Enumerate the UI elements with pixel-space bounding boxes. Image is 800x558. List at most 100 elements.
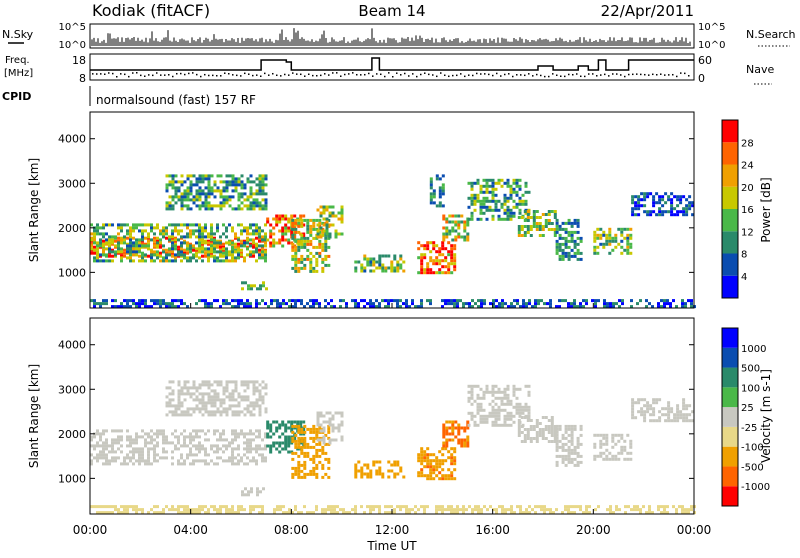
nave-point	[336, 72, 338, 74]
heatmap-cell	[420, 474, 424, 478]
heatmap-cell	[614, 239, 618, 243]
heatmap-cell	[231, 511, 234, 515]
heatmap-cell	[231, 505, 234, 509]
heatmap-cell	[186, 177, 190, 181]
heatmap-cell	[255, 244, 258, 248]
heatmap-cell	[561, 454, 565, 458]
heatmap-cell	[306, 221, 310, 225]
heatmap-cell	[183, 195, 187, 199]
heatmap-cell	[171, 398, 175, 402]
heatmap-cell	[168, 251, 171, 255]
heatmap-cell	[168, 247, 171, 251]
colorbar-swatch	[722, 466, 738, 487]
heatmap-cell	[186, 305, 189, 309]
heatmap-cell	[231, 226, 234, 230]
heatmap-cell	[447, 265, 451, 269]
heatmap-cell	[204, 404, 208, 408]
heatmap-cell	[417, 459, 421, 463]
heatmap-cell	[473, 199, 477, 203]
heatmap-cell	[387, 305, 390, 309]
nave-point	[520, 74, 522, 76]
heatmap-cell	[302, 223, 306, 227]
heatmap-cell	[135, 226, 138, 230]
heatmap-cell	[319, 235, 323, 239]
heatmap-cell	[264, 253, 267, 257]
heatmap-cell	[504, 508, 507, 512]
heatmap-cell	[477, 305, 480, 309]
heatmap-cell	[447, 477, 451, 481]
heatmap-cell	[198, 244, 201, 248]
heatmap-cell	[497, 217, 501, 221]
heatmap-cell	[219, 180, 223, 184]
heatmap-cell	[690, 302, 693, 306]
heatmap-cell	[524, 384, 528, 388]
heatmap-cell	[255, 299, 258, 303]
heatmap-cell	[138, 259, 141, 263]
heatmap-cell	[303, 445, 307, 449]
heatmap-cell	[466, 435, 470, 439]
heatmap-cell	[111, 238, 114, 242]
heatmap-cell	[482, 178, 486, 182]
heatmap-cell	[561, 236, 565, 240]
heatmap-cell	[231, 429, 234, 433]
heatmap-cell	[520, 440, 524, 443]
heatmap-cell	[255, 302, 258, 306]
heatmap-cell	[144, 253, 147, 257]
heatmap-cell	[479, 402, 483, 406]
nave-point	[268, 74, 270, 76]
heatmap-cell	[672, 505, 675, 509]
heatmap-cell	[573, 451, 577, 455]
velocity-colorbar-label: Velocity [m s-1]	[759, 369, 773, 463]
heatmap-cell	[337, 211, 341, 215]
heatmap-cell	[378, 266, 382, 270]
heatmap-cell	[330, 508, 333, 512]
heatmap-cell	[663, 305, 666, 309]
heatmap-cell	[195, 435, 198, 439]
heatmap-cell	[523, 210, 527, 213]
heatmap-cell	[141, 251, 144, 255]
heatmap-cell	[491, 393, 495, 397]
colorbar-tick-label: 500	[741, 364, 760, 375]
heatmap-cell	[180, 456, 183, 460]
heatmap-cell	[111, 241, 114, 245]
heatmap-cell	[240, 242, 243, 246]
heatmap-cell	[547, 219, 551, 222]
heatmap-cell	[510, 511, 513, 515]
heatmap-cell	[147, 459, 150, 463]
heatmap-cell	[177, 198, 181, 202]
heatmap-cell	[204, 223, 207, 227]
heatmap-cell	[476, 411, 480, 415]
heatmap-cell	[637, 195, 641, 199]
heatmap-cell	[488, 190, 492, 194]
heatmap-cell	[687, 511, 690, 515]
heatmap-cell	[261, 186, 265, 190]
freq-trace	[90, 57, 694, 71]
heatmap-cell	[150, 299, 153, 303]
heatmap-cell	[159, 429, 162, 433]
heatmap-cell	[207, 253, 210, 257]
heatmap-cell	[198, 223, 201, 227]
heatmap-cell	[432, 241, 436, 245]
nave-point	[236, 74, 238, 77]
heatmap-cell	[520, 416, 524, 419]
heatmap-cell	[485, 208, 489, 212]
heatmap-cell	[325, 220, 329, 224]
heatmap-cell	[538, 216, 542, 219]
heatmap-cell	[666, 302, 669, 306]
heatmap-cell	[210, 244, 213, 248]
heatmap-cell	[491, 190, 495, 194]
heatmap-cell	[231, 250, 234, 254]
heatmap-cell	[442, 444, 446, 448]
heatmap-cell	[300, 233, 304, 237]
heatmap-cell	[515, 402, 519, 406]
heatmap-cell	[576, 251, 580, 255]
heatmap-cell	[96, 444, 99, 448]
heatmap-cell	[521, 199, 525, 203]
heatmap-cell	[255, 444, 258, 448]
heatmap-cell	[606, 302, 609, 306]
heatmap-cell	[555, 239, 559, 243]
x-tick-label: 00:00	[73, 523, 108, 537]
heatmap-cell	[192, 407, 196, 411]
heatmap-cell	[553, 234, 557, 237]
